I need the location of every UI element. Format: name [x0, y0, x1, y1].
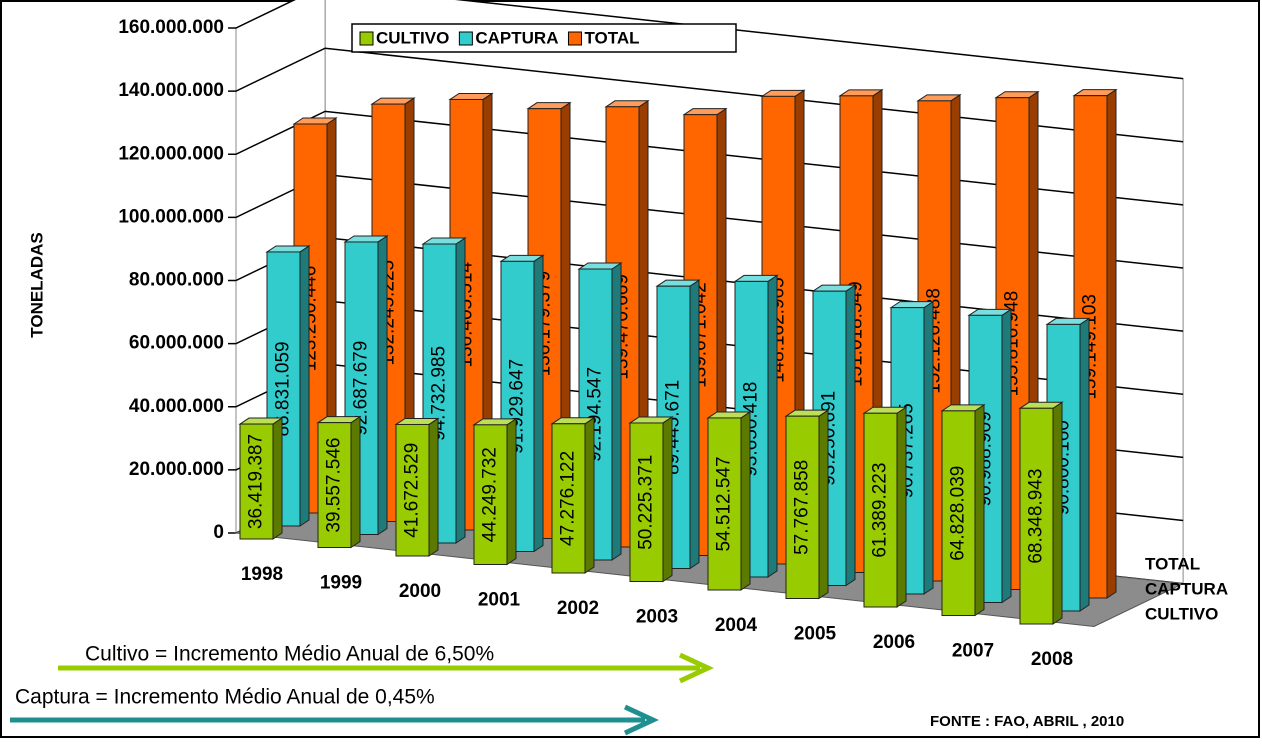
value-label: 61.389.223 [870, 463, 891, 558]
cultivo-arrowhead [678, 652, 714, 684]
value-label: 86.831.059 [273, 341, 294, 436]
grid-line [228, 47, 1184, 143]
bar [629, 422, 664, 582]
bar-side [506, 417, 517, 566]
y-tick-label: 20.000.000 [129, 459, 224, 480]
y-tick-label: 40.000.000 [129, 396, 224, 417]
bar [551, 423, 586, 574]
x-tick-label: 1999 [320, 573, 362, 594]
value-label: 47.276.122 [558, 451, 579, 546]
bar-side [299, 245, 310, 527]
bar-side [689, 279, 700, 570]
depth-label: TOTAL [1145, 554, 1200, 573]
bar-side [974, 403, 985, 617]
x-tick-label: 2006 [873, 632, 915, 653]
annotation: Cultivo = Incremento Médio Anual de 6,50… [85, 643, 494, 666]
bar [1019, 407, 1054, 625]
x-tick-label: 1998 [241, 564, 283, 585]
bar [707, 417, 742, 591]
y-tick-label: 100.000.000 [118, 206, 224, 227]
bar [473, 424, 508, 566]
bar-side [896, 406, 907, 608]
bar-side [767, 274, 778, 578]
bar-side [1079, 317, 1090, 612]
value-label: 50.225.371 [636, 455, 657, 550]
legend-swatch [458, 31, 473, 46]
x-tick-label: 2005 [794, 624, 837, 645]
y-tick-label: 140.000.000 [118, 80, 224, 101]
source-note: FONTE : FAO, ABRIL , 2010 [930, 713, 1124, 730]
bar-side [1106, 88, 1117, 599]
bar [785, 415, 820, 599]
legend-label: CULTIVO [376, 28, 449, 47]
value-label: 39.557.546 [324, 438, 345, 533]
value-label: 68.348.943 [1026, 469, 1047, 564]
value-label: 57.767.858 [792, 460, 813, 555]
grid-line [228, 0, 1184, 80]
legend-swatch [359, 31, 374, 46]
y-tick-label: 0 [213, 522, 224, 543]
x-tick-label: 2003 [636, 607, 678, 628]
bar-side [428, 417, 439, 557]
bar-side [818, 409, 829, 600]
bar [317, 422, 352, 548]
legend-frame [351, 23, 737, 53]
y-tick-label: 160.000.000 [118, 17, 224, 38]
value-label: 36.419.387 [246, 434, 267, 529]
bar-side [662, 416, 673, 583]
x-tick-label: 2004 [715, 615, 758, 636]
bar-side [845, 284, 856, 587]
bar [941, 410, 976, 616]
x-tick-label: 2002 [557, 598, 599, 619]
bar-side [455, 237, 466, 544]
series-0: 36.419.387 39.557.546 41.672.529 44.249.732… [238, 401, 1064, 625]
captura-arrowhead [623, 704, 659, 736]
y-tick-label: 80.000.000 [129, 270, 224, 291]
value-label: 44.249.732 [480, 447, 501, 542]
y-axis-label: TONELADAS [27, 232, 46, 337]
x-tick-label: 2001 [478, 590, 521, 611]
bar [863, 412, 898, 608]
legend: CULTIVO CAPTURA TOTAL [351, 23, 737, 53]
depth-label: CAPTURA [1145, 579, 1228, 598]
grid-line [228, 173, 1184, 269]
bar-side [611, 262, 622, 561]
x-tick-label: 2000 [399, 581, 441, 602]
bar-side [584, 416, 595, 574]
bar-side [377, 235, 388, 536]
legend-label: TOTAL [584, 28, 639, 47]
value-label: 41.672.529 [402, 443, 423, 538]
bar [239, 423, 274, 540]
y-tick-label: 120.000.000 [118, 143, 224, 164]
x-tick-label: 2008 [1031, 649, 1073, 670]
bar-side [923, 300, 934, 595]
value-label: 64.828.039 [948, 466, 969, 561]
bar-side [272, 417, 283, 540]
depth-label: CULTIVO [1145, 604, 1218, 623]
x-tick-label: 2007 [952, 641, 994, 662]
bar-side [1052, 401, 1063, 625]
bar [395, 423, 430, 557]
legend-label: CAPTURA [475, 28, 558, 47]
arrows [10, 652, 714, 736]
bar-side [1001, 308, 1012, 604]
bar-side [533, 254, 544, 553]
value-label: 92.687.679 [351, 341, 372, 436]
grid-line [228, 110, 1184, 206]
value-label: 94.732.985 [429, 346, 450, 441]
bar-side [350, 415, 361, 549]
y-tick-label: 60.000.000 [129, 333, 224, 354]
annotation: Captura = Incremento Médio Anual de 0,45… [15, 686, 435, 709]
bar-side [740, 411, 751, 591]
legend-swatch [567, 31, 582, 46]
value-label: 54.512.547 [714, 456, 735, 551]
